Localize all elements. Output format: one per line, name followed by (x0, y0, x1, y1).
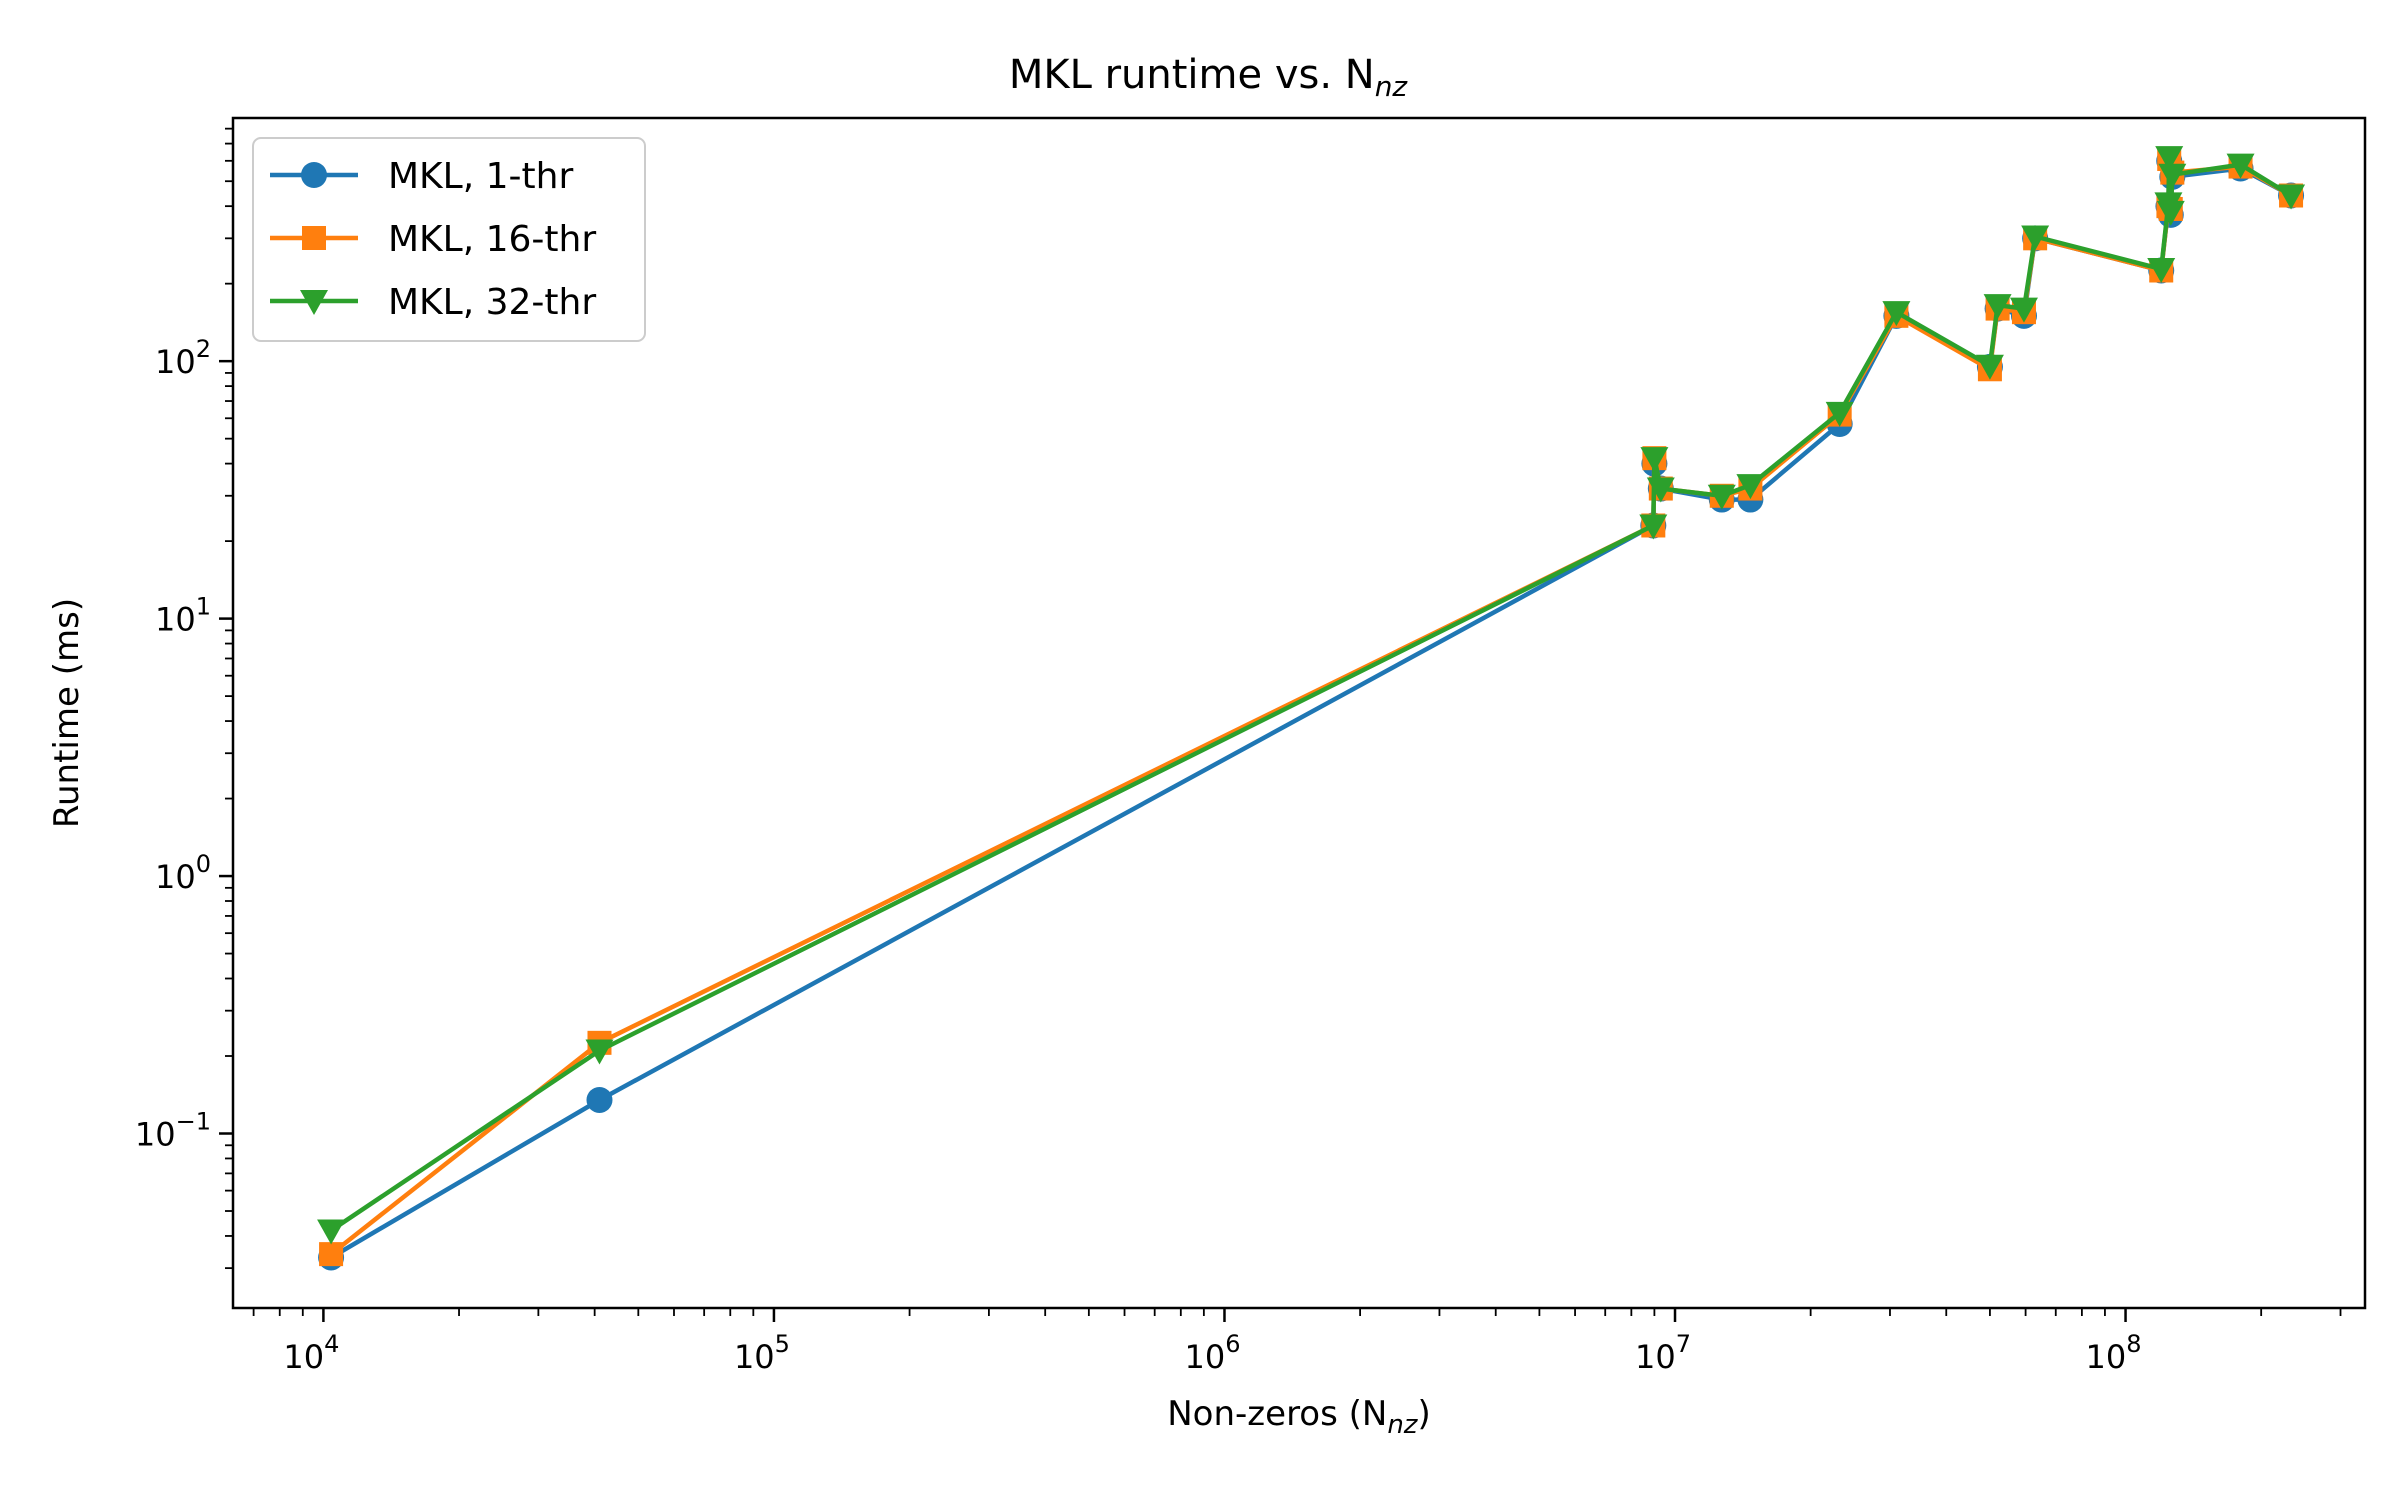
data-point (2277, 184, 2306, 210)
y-tick-label: 100 (155, 850, 211, 896)
data-point (586, 1086, 613, 1113)
legend-marker (302, 226, 326, 250)
legend-label: MKL, 16-thr (388, 219, 596, 260)
x-tick-label: 108 (2086, 1330, 2142, 1376)
data-point (1640, 447, 1669, 473)
data-point (1983, 294, 2012, 320)
data-point (2156, 200, 2185, 226)
y-tick-label: 102 (155, 335, 211, 381)
legend-label: MKL, 32-thr (388, 282, 596, 323)
data-point (585, 1039, 614, 1065)
data-point (2226, 153, 2255, 179)
data-point (1646, 477, 1675, 503)
data-point (2158, 163, 2187, 189)
x-tick-label: 107 (1635, 1330, 1691, 1376)
legend-item-1: MKL, 1-thr (270, 156, 573, 197)
data-point (1639, 514, 1668, 540)
series-layer (317, 146, 2306, 1271)
y-tick-label: 101 (155, 593, 211, 639)
data-point (319, 1242, 344, 1267)
data-point (2155, 146, 2184, 172)
legend-item-3: MKL, 32-thr (270, 282, 596, 323)
legend-label: MKL, 1-thr (388, 156, 573, 197)
legend-marker (301, 162, 327, 188)
y-tick-label: 10−1 (135, 1108, 211, 1154)
chart-title: MKL runtime vs. Nnz (1009, 52, 1409, 103)
data-point (1736, 474, 1765, 500)
y-axis-label: Runtime (ms) (47, 598, 87, 828)
legend-item-2: MKL, 16-thr (270, 219, 596, 260)
data-point (2147, 258, 2176, 284)
y-axis-ticks: 10−1 100 101 102 (135, 127, 233, 1270)
x-tick-label: 104 (283, 1330, 339, 1376)
x-tick-label: 105 (734, 1330, 790, 1376)
data-point (2021, 225, 2050, 251)
data-point (2009, 297, 2038, 323)
data-point (317, 1219, 346, 1245)
x-tick-label: 106 (1184, 1330, 1240, 1376)
series-3 (317, 146, 2306, 1245)
data-point (1975, 354, 2004, 380)
x-axis-ticks: 104 105 106 107 108 (252, 1308, 2342, 1376)
data-point (1707, 484, 1736, 510)
data-point (1825, 401, 1854, 427)
x-axis-label: Non-zeros (Nnz) (1167, 1394, 1430, 1440)
legend-marker (300, 290, 328, 315)
data-point (1882, 301, 1911, 327)
legend: MKL, 1-thr MKL, 16-thr MKL, 32-thr (252, 137, 646, 342)
legend-box (252, 137, 646, 342)
